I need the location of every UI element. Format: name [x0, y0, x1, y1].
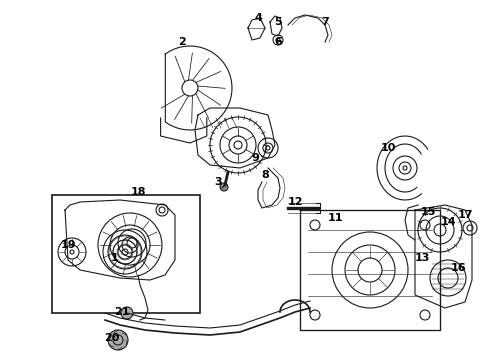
Text: 11: 11 — [327, 213, 343, 223]
Text: 12: 12 — [287, 197, 303, 207]
Text: 5: 5 — [274, 17, 282, 27]
Text: 15: 15 — [420, 207, 436, 217]
Text: 9: 9 — [251, 153, 259, 163]
Text: 8: 8 — [261, 170, 269, 180]
Circle shape — [121, 307, 133, 319]
Text: 16: 16 — [450, 263, 466, 273]
Text: 20: 20 — [104, 333, 120, 343]
Circle shape — [220, 183, 228, 191]
Text: 1: 1 — [111, 253, 119, 263]
Bar — [52, 195, 200, 313]
Text: 19: 19 — [60, 240, 76, 250]
Text: 10: 10 — [380, 143, 396, 153]
Text: 7: 7 — [321, 17, 329, 27]
Text: 14: 14 — [440, 217, 456, 227]
Text: 4: 4 — [254, 13, 262, 23]
Text: 17: 17 — [457, 210, 473, 220]
Text: 6: 6 — [274, 37, 282, 47]
Circle shape — [108, 330, 128, 350]
Text: 18: 18 — [130, 187, 146, 197]
Text: 2: 2 — [178, 37, 186, 47]
Text: 3: 3 — [214, 177, 222, 187]
Text: 21: 21 — [114, 307, 130, 317]
Text: 13: 13 — [415, 253, 430, 263]
